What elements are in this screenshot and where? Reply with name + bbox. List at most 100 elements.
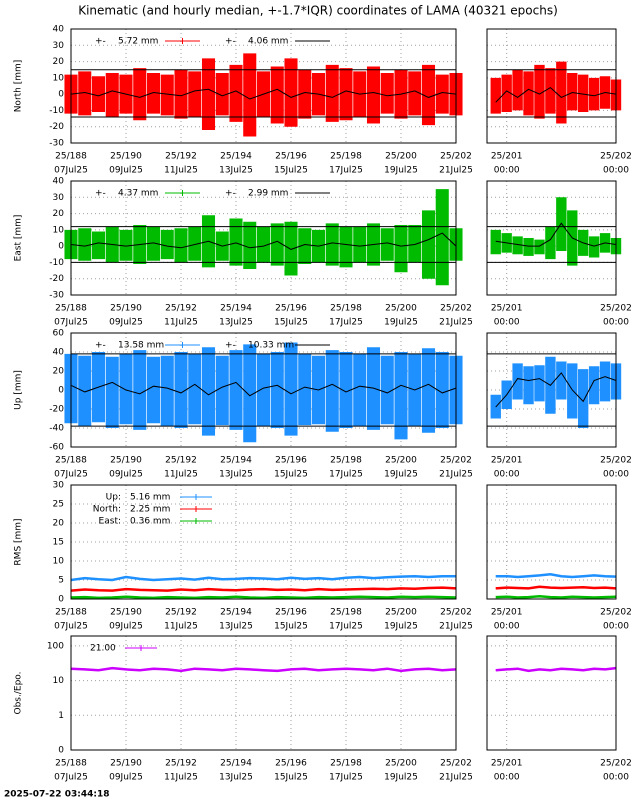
y-tick-label: 40 [53, 348, 65, 358]
x-tick-sublabel: 11Jul25 [164, 318, 198, 328]
x-tick-sublabel: 17Jul25 [329, 166, 363, 176]
y-tick-label: 10 [53, 225, 65, 235]
y-tick-label: 30 [53, 41, 65, 51]
x-tick-label: 25/196 [275, 304, 307, 314]
x-tick-sublabel: 19Jul25 [384, 166, 418, 176]
x-tick-label: 25/202 [600, 456, 632, 466]
x-tick-sublabel: 19Jul25 [384, 773, 418, 783]
x-tick-sublabel: 00:00 [603, 622, 629, 632]
data-line [70, 574, 456, 582]
y-tick-label: -30 [49, 139, 64, 149]
x-tick-sublabel: 17Jul25 [329, 773, 363, 783]
y-tick-label: -40 [49, 424, 64, 434]
y-tick-label: 60 [53, 329, 65, 339]
x-tick-label: 25/202 [440, 608, 472, 618]
x-tick-sublabel: 21Jul25 [439, 318, 473, 328]
x-tick-label: 25/196 [275, 759, 307, 769]
legend-value: 4.06 mm [248, 37, 288, 47]
x-tick-label: 25/202 [440, 759, 472, 769]
y-tick-label: 20 [53, 209, 65, 219]
x-tick-sublabel: 15Jul25 [274, 622, 308, 632]
y-tick-label: 10 [53, 73, 65, 83]
x-tick-sublabel: 00:00 [603, 166, 629, 176]
y-tick-label: -20 [49, 405, 64, 415]
chart-title: Kinematic (and hourly median, +-1.7*IQR)… [78, 4, 558, 18]
y-tick-label: 0 [58, 746, 64, 756]
x-tick-sublabel: 00:00 [603, 318, 629, 328]
x-tick-label: 25/202 [440, 456, 472, 466]
x-tick-label: 25/194 [220, 152, 252, 162]
legend-label: Up: [106, 493, 121, 503]
x-tick-label: 25/188 [55, 304, 87, 314]
y-tick-label: 10 [53, 676, 65, 686]
x-tick-label: 25/190 [110, 759, 142, 769]
y-tick-label: -10 [49, 258, 64, 268]
plot-frame [70, 180, 457, 296]
x-tick-label: 25/198 [330, 759, 362, 769]
plot-frame [70, 635, 457, 751]
plot-frame [486, 635, 617, 751]
y-tick-label: 0 [58, 90, 64, 100]
x-tick-label: 25/194 [220, 456, 252, 466]
x-tick-label: 25/196 [275, 456, 307, 466]
data-line [495, 222, 617, 247]
x-tick-label: 25/192 [165, 608, 197, 618]
legend-label: +- [95, 341, 106, 351]
x-tick-label: 25/202 [600, 759, 632, 769]
plot-frame [486, 28, 617, 144]
y-tick-label: 25 [53, 500, 64, 510]
x-tick-sublabel: 19Jul25 [384, 318, 418, 328]
legend-value: 4.37 mm [118, 189, 158, 199]
legend-label: +- [225, 37, 236, 47]
x-tick-sublabel: 11Jul25 [164, 470, 198, 480]
y-axis-label: RMS [mm] [14, 518, 24, 565]
data-line [70, 595, 457, 600]
x-tick-sublabel: 09Jul25 [109, 773, 143, 783]
x-tick-label: 25/188 [55, 608, 87, 618]
y-tick-label: 0 [58, 595, 64, 605]
x-tick-label: 25/196 [275, 608, 307, 618]
x-tick-label: 25/188 [55, 152, 87, 162]
legend-value: 5.72 mm [118, 37, 158, 47]
x-tick-label: 25/200 [385, 152, 417, 162]
x-tick-sublabel: 00:00 [494, 773, 520, 783]
y-tick-label: -60 [49, 443, 64, 453]
plot-frame [70, 484, 457, 600]
x-tick-sublabel: 21Jul25 [439, 166, 473, 176]
x-tick-sublabel: 11Jul25 [164, 166, 198, 176]
x-tick-label: 25/192 [165, 456, 197, 466]
x-tick-sublabel: 21Jul25 [439, 622, 473, 632]
data-line [495, 573, 617, 579]
x-tick-sublabel: 11Jul25 [164, 622, 198, 632]
y-tick-label: 20 [53, 367, 65, 377]
legend-value: 2.25 mm [130, 505, 170, 515]
x-tick-sublabel: 09Jul25 [109, 470, 143, 480]
x-tick-label: 25/201 [491, 608, 523, 618]
x-tick-label: 25/198 [330, 304, 362, 314]
y-tick-label: 5 [58, 576, 64, 586]
data-line [495, 595, 617, 599]
x-tick-sublabel: 09Jul25 [109, 166, 143, 176]
x-tick-sublabel: 21Jul25 [439, 470, 473, 480]
legend-value: 0.36 mm [130, 517, 170, 527]
x-tick-label: 25/202 [440, 152, 472, 162]
x-tick-sublabel: 00:00 [494, 470, 520, 480]
x-tick-sublabel: 17Jul25 [329, 470, 363, 480]
x-tick-label: 25/200 [385, 759, 417, 769]
legend-label: +- [95, 37, 106, 47]
x-tick-sublabel: 19Jul25 [384, 622, 418, 632]
x-tick-label: 25/198 [330, 456, 362, 466]
x-tick-label: 25/202 [600, 608, 632, 618]
legend-value: 10.33 mm [248, 341, 294, 351]
x-tick-label: 25/201 [491, 759, 523, 769]
timestamp: 2025-07-22 03:44:18 [4, 790, 109, 800]
x-tick-label: 25/202 [440, 304, 472, 314]
x-tick-label: 25/196 [275, 152, 307, 162]
x-tick-sublabel: 13Jul25 [219, 166, 253, 176]
x-tick-label: 25/194 [220, 608, 252, 618]
x-tick-sublabel: 13Jul25 [219, 318, 253, 328]
x-tick-label: 25/190 [110, 152, 142, 162]
data-line [70, 381, 457, 397]
x-tick-label: 25/190 [110, 304, 142, 314]
